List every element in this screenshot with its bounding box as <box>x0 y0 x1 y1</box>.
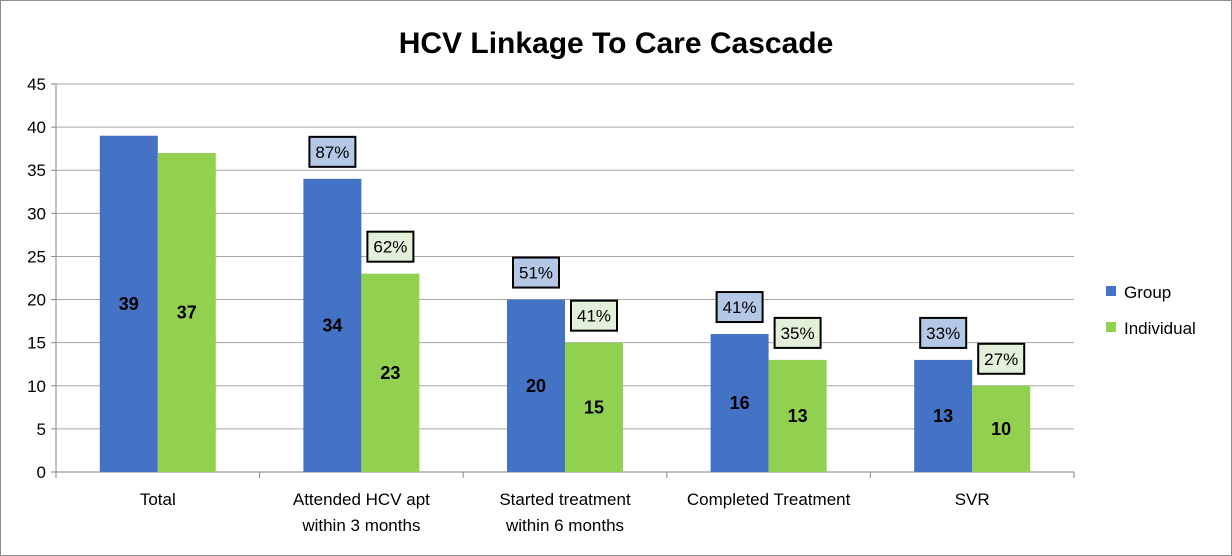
legend-label: Individual <box>1124 319 1196 338</box>
y-tick-label: 5 <box>37 420 46 439</box>
x-tick-label: within 3 months <box>301 516 420 535</box>
x-tick-label: SVR <box>955 490 990 509</box>
y-tick-label: 25 <box>27 247 46 266</box>
y-tick-label: 40 <box>27 118 46 137</box>
x-tick-label: within 6 months <box>505 516 624 535</box>
percent-label-box <box>773 316 822 349</box>
data-label: 13 <box>933 406 953 426</box>
bar-group <box>710 334 769 472</box>
bar-individual <box>565 342 623 472</box>
percent-label: 62% <box>373 238 407 257</box>
percent-label-box <box>977 342 1026 375</box>
data-label: 15 <box>584 397 604 417</box>
bar-individual <box>361 273 420 472</box>
data-label: 20 <box>526 376 546 396</box>
legend-label: Group <box>1124 283 1171 302</box>
x-tick-label: Started treatment <box>499 490 631 509</box>
y-tick-label: 10 <box>27 377 46 396</box>
percent-label-box <box>919 316 968 349</box>
data-label: 23 <box>380 363 400 383</box>
bar-group <box>914 359 973 472</box>
percent-label: 41% <box>723 298 757 317</box>
legend-swatch-group <box>1106 286 1116 296</box>
y-tick-label: 35 <box>27 161 46 180</box>
bar-individual <box>972 385 1031 472</box>
percent-label-box <box>512 256 560 289</box>
bar-group <box>303 178 362 472</box>
percent-label-box <box>308 135 357 168</box>
data-label: 34 <box>322 315 342 335</box>
y-tick-label: 20 <box>27 291 46 310</box>
bar-group <box>99 135 158 472</box>
x-tick-label: Attended HCV apt <box>293 490 430 509</box>
percent-label-box <box>366 230 415 263</box>
chart-title: HCV Linkage To Care Cascade <box>399 27 834 60</box>
x-tick-label: Completed Treatment <box>687 490 851 509</box>
data-label: 13 <box>788 406 808 426</box>
data-label: 16 <box>730 393 750 413</box>
percent-label: 33% <box>926 324 960 343</box>
percent-label: 27% <box>984 350 1018 369</box>
data-label: 37 <box>177 302 197 322</box>
y-tick-label: 45 <box>27 75 46 94</box>
percent-label-box <box>715 291 764 324</box>
bar-individual <box>768 359 827 472</box>
bar-group <box>507 299 565 472</box>
percent-label: 35% <box>781 324 815 343</box>
y-tick-label: 0 <box>37 463 46 482</box>
legend-swatch-individual <box>1106 322 1116 332</box>
data-label: 39 <box>119 294 139 314</box>
y-tick-label: 15 <box>27 334 46 353</box>
percent-label-box <box>570 299 618 332</box>
x-tick-label: Total <box>140 490 176 509</box>
y-tick-label: 30 <box>27 204 46 223</box>
percent-label: 51% <box>519 264 553 283</box>
percent-label: 41% <box>577 307 611 326</box>
data-label: 10 <box>991 419 1011 439</box>
percent-label: 87% <box>315 143 349 162</box>
bar-individual <box>157 152 216 472</box>
